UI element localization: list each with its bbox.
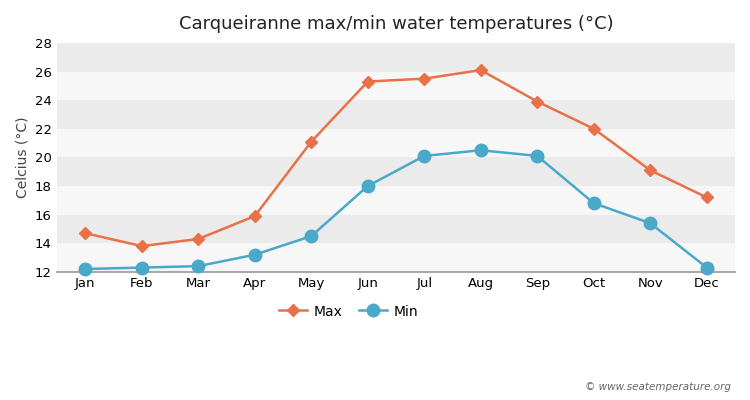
Max <box>363 79 372 84</box>
Bar <box>57 215 735 243</box>
Bar <box>57 72 735 100</box>
Max <box>420 76 429 81</box>
Max <box>81 231 90 236</box>
Min <box>590 201 598 206</box>
Bar <box>57 243 735 272</box>
Min <box>194 264 202 268</box>
Max <box>702 195 711 200</box>
Line: Min: Min <box>79 144 713 275</box>
Min <box>420 154 429 158</box>
Max <box>646 168 655 173</box>
Min <box>137 265 146 270</box>
Max <box>476 68 485 72</box>
Max <box>137 244 146 248</box>
Title: Carqueiranne max/min water temperatures (°C): Carqueiranne max/min water temperatures … <box>178 15 614 33</box>
Max <box>590 126 598 131</box>
Bar <box>57 129 735 157</box>
Max <box>251 214 260 218</box>
Bar <box>57 186 735 215</box>
Min <box>307 234 316 238</box>
Min <box>702 265 711 270</box>
Legend: Max, Min: Max, Min <box>273 299 424 324</box>
Text: © www.seatemperature.org: © www.seatemperature.org <box>585 382 731 392</box>
Max <box>532 99 542 104</box>
Min <box>476 148 485 153</box>
Max <box>307 139 316 144</box>
Max <box>194 236 202 241</box>
Y-axis label: Celcius (°C): Celcius (°C) <box>15 117 29 198</box>
Bar <box>57 157 735 186</box>
Min <box>81 267 90 272</box>
Bar <box>57 100 735 129</box>
Bar <box>57 43 735 72</box>
Min <box>251 252 260 257</box>
Line: Max: Max <box>81 66 711 250</box>
Min <box>532 154 542 158</box>
Min <box>363 184 372 188</box>
Min <box>646 221 655 226</box>
